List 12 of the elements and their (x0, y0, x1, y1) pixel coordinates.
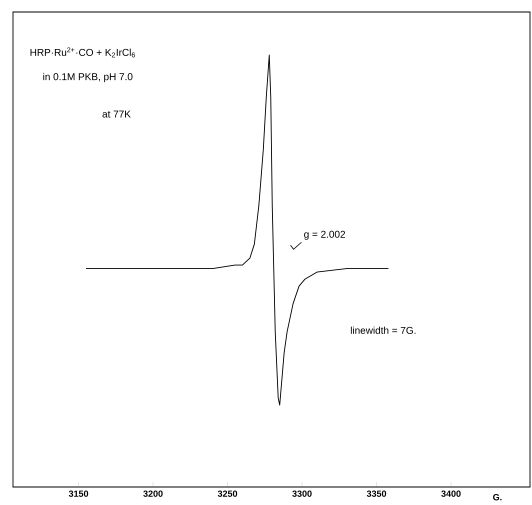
annotation: linewidth = 7G. (350, 326, 416, 334)
x-axis-title: G. (493, 494, 502, 500)
x-tick-label: 3350 (366, 490, 386, 497)
x-tick-label: 3200 (143, 490, 163, 497)
annotation: at 77K (102, 110, 131, 118)
annotation: HRP·Ru$^{2+}$·CO + K$_{2}$IrCl$_{6}$ (30, 47, 135, 58)
x-tick-label: 3250 (218, 490, 238, 497)
annotation: g = 2.002 (304, 230, 346, 240)
x-tick-label: 3400 (441, 490, 461, 497)
annotation: in 0.1M PKB, pH 7.0 (43, 72, 132, 82)
x-tick-label: 3300 (292, 490, 312, 497)
x-tick-label: 3150 (68, 490, 88, 497)
